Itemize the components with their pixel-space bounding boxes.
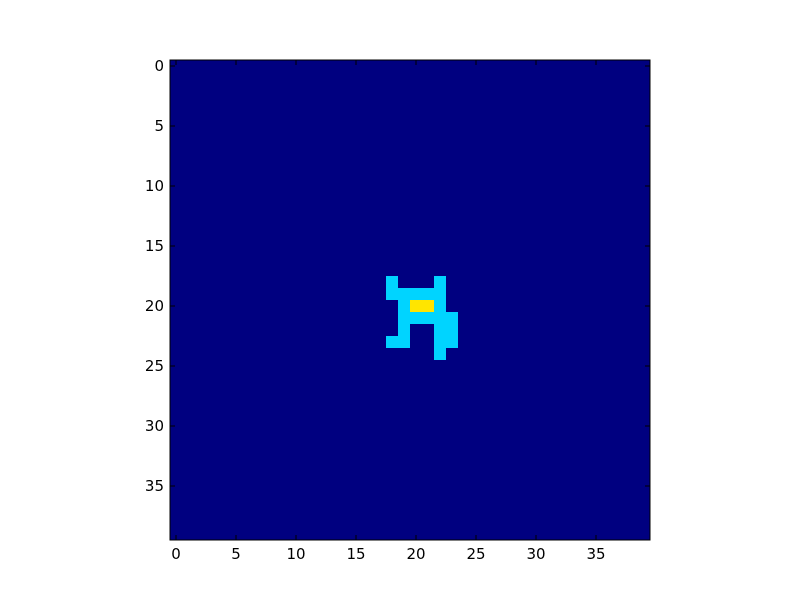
x-axis-ticks bbox=[175, 60, 597, 540]
y-axis-tick-labels: 0 5 10 15 20 25 30 35 bbox=[145, 57, 164, 495]
x-tick-label: 5 bbox=[231, 545, 241, 563]
heatmap-cell bbox=[422, 300, 434, 312]
x-tick-label: 0 bbox=[171, 545, 181, 563]
heatmap-cell bbox=[410, 288, 422, 300]
y-tick-label: 15 bbox=[145, 237, 164, 255]
x-tick-label: 15 bbox=[346, 545, 365, 563]
x-tick-label: 20 bbox=[406, 545, 425, 563]
x-tick-label: 10 bbox=[286, 545, 305, 563]
heatmap-cell bbox=[434, 288, 446, 300]
heatmap-cell bbox=[398, 300, 410, 312]
heatmap-cell bbox=[434, 312, 446, 324]
heatmap-cell bbox=[398, 336, 410, 348]
heatmap-cell bbox=[434, 300, 446, 312]
heatmap-cell bbox=[386, 276, 398, 288]
plot-area bbox=[169, 59, 651, 541]
x-axis-tick-labels: 0 5 10 15 20 25 30 35 bbox=[171, 545, 605, 563]
heatmap-cell bbox=[410, 312, 422, 324]
heatmap-cell bbox=[434, 336, 446, 348]
y-tick-label: 20 bbox=[145, 297, 164, 315]
heatmap-cell bbox=[434, 276, 446, 288]
heatmap-cell bbox=[422, 312, 434, 324]
y-tick-label: 5 bbox=[154, 117, 164, 135]
x-tick-label: 30 bbox=[526, 545, 545, 563]
heatmap-cell bbox=[386, 336, 398, 348]
heatmap-cell bbox=[446, 312, 458, 324]
heatmap-cell bbox=[398, 312, 410, 324]
y-tick-label: 0 bbox=[154, 57, 164, 75]
heatmap-cell bbox=[446, 324, 458, 336]
y-tick-label: 25 bbox=[145, 357, 164, 375]
heatmap-cell bbox=[446, 336, 458, 348]
heatmap-cell bbox=[386, 288, 398, 300]
heatmap-cell bbox=[422, 288, 434, 300]
y-tick-label: 35 bbox=[145, 477, 164, 495]
heatmap-cell bbox=[398, 324, 410, 336]
heatmap-cells bbox=[386, 276, 458, 360]
heatmap-cell bbox=[434, 324, 446, 336]
x-tick-label: 25 bbox=[466, 545, 485, 563]
heatmap-cell bbox=[410, 300, 422, 312]
heatmap-cell bbox=[434, 348, 446, 360]
y-tick-label: 30 bbox=[145, 417, 164, 435]
x-tick-label: 35 bbox=[586, 545, 605, 563]
y-tick-label: 10 bbox=[145, 177, 164, 195]
heatmap-cell bbox=[398, 288, 410, 300]
axes-frame bbox=[169, 59, 651, 541]
y-axis-ticks bbox=[170, 65, 650, 487]
